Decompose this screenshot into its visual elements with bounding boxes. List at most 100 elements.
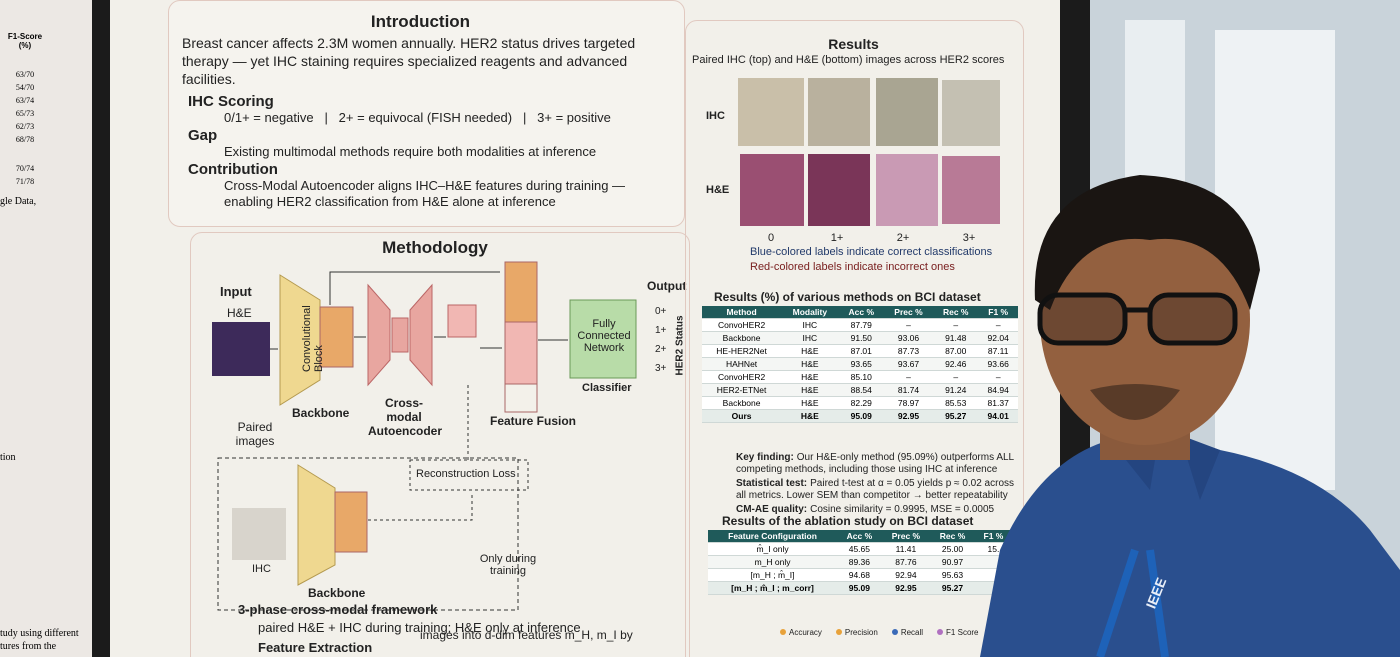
conv-block (279, 274, 321, 406)
row: ConvoHER2 H&E 85.10– – – (702, 370, 1018, 384)
he-image (212, 322, 270, 376)
left-cells: 63/70 54/70 63/74 65/73 62/73 68/78 70/74 71/78 (4, 68, 46, 188)
latent (391, 317, 409, 353)
cell: [m_H ; m̂_I] (708, 568, 838, 582)
method-diagram (212, 261, 637, 611)
finding-text: Cosine similarity = 0.9995, MSE = 0.0005 (810, 504, 995, 515)
cell: m_H only (708, 555, 838, 569)
header-cell: Modality (781, 306, 839, 319)
header-cell: Feature Configuration (708, 530, 838, 543)
header-row: Feature Configuration Acc % Prec % Rec % F1 … (708, 530, 1012, 543)
scores: 0 1+ 2+ 3+ (738, 232, 1003, 244)
cell: 82.29 (838, 396, 884, 410)
finding: Key finding: Our H&E-only method (95.09%)… (736, 452, 1016, 476)
cell: HE-HER2Net (702, 344, 782, 358)
cell: H&E (781, 383, 839, 397)
hair (1034, 175, 1260, 310)
cell: 84.94 (978, 383, 1018, 397)
row: [m_H ; m̂_I] 94.68 92.94 95.63 (708, 568, 1012, 582)
intro-items: IHC Scoring 0/1+ = negative | 2+ = equivo… (188, 92, 668, 210)
legend-label: F1 Score (946, 628, 979, 637)
mh-block (319, 306, 354, 368)
intro-title: Introduction (370, 12, 471, 31)
legend-swatch (835, 629, 842, 635)
header-cell: Prec % (883, 306, 934, 319)
image (808, 78, 870, 146)
label: images into d-dim features m_H, m_I by (420, 628, 633, 642)
cell: [m_H ; m̂_I ; m_corr] (708, 581, 838, 595)
item-heading: IHC Scoring (188, 93, 274, 110)
cell: ConvoHER2 (702, 370, 782, 384)
cell: 87.76 (881, 555, 931, 569)
cell: 89.36 (837, 555, 882, 569)
cell: 87.73 (883, 344, 934, 358)
arrow (368, 492, 473, 521)
header-cell: Method (702, 306, 782, 319)
image (942, 80, 1000, 146)
lanyard (1096, 548, 1169, 657)
cell: 93.06 (883, 331, 934, 345)
cell: 94.68 (837, 568, 882, 582)
cell: 95.27 (930, 581, 975, 595)
fusion-mi (504, 321, 538, 385)
left-cell: 65/73 (15, 109, 35, 118)
cell: 85.53 (933, 396, 979, 410)
beard (1090, 384, 1180, 420)
label: Backbone (308, 586, 366, 600)
finding-text: Paired t-test at α = 0.05 yields p ≈ 0.0… (736, 478, 1015, 501)
row: HER2-ETNet H&E 88.54 81.74 91.24 84.94 (702, 383, 1018, 397)
left-poster (0, 0, 92, 657)
cell: H&E (781, 357, 839, 371)
row-label: IHC (706, 110, 725, 122)
output: 1+ (655, 325, 667, 336)
cell: H&E (781, 409, 839, 423)
left-cell: 54/70 (15, 83, 35, 92)
left-cell: 62/73 (15, 122, 35, 131)
legend-item: Accuracy (780, 628, 822, 637)
cell: 81.74 (883, 383, 934, 397)
header-cell: Acc % (837, 530, 882, 543)
label: 3-phase cross-modal framework (238, 602, 438, 617)
cell: 92.46 (933, 357, 979, 371)
cell: 93.67 (883, 357, 934, 371)
legend-swatch (780, 629, 786, 635)
header-cell: Rec % (933, 306, 979, 319)
header-cell: Rec % (930, 530, 975, 543)
mi-block (447, 304, 477, 338)
image (740, 154, 804, 226)
image (738, 78, 804, 146)
legend-label: Precision (844, 628, 878, 637)
label: paired H&E + IHC during training; H&E on… (258, 620, 581, 635)
score: 3+ (962, 232, 976, 244)
row: m_H only 89.36 87.76 90.97 (708, 555, 1012, 569)
item-text: Existing multimodal methods require both… (224, 144, 597, 159)
cell: m̂_I only (708, 542, 838, 556)
note: Red-colored labels indicate incorrect on… (750, 261, 955, 273)
cell: 92.95 (883, 409, 934, 423)
cell: – (883, 318, 934, 332)
cell: 93.66 (978, 357, 1018, 371)
image (876, 154, 938, 226)
item-text: 0/1+ = negative | 2+ = equivocal (FISH n… (224, 110, 611, 125)
cell: 87.11 (978, 344, 1018, 358)
image (876, 78, 938, 146)
cell: 95.27 (933, 409, 979, 423)
glasses (1037, 292, 1128, 346)
score: 0 (767, 232, 775, 244)
row-label: H&E (706, 184, 730, 196)
label: Output (647, 279, 687, 293)
label: Only during training (479, 553, 537, 577)
finding-label: Statistical test: (736, 478, 808, 489)
legend-item: Precision (835, 628, 878, 637)
finding: CM-AE quality: Cosine similarity = 0.9995… (736, 504, 1016, 516)
label: HER2 Status (674, 315, 686, 376)
image (808, 154, 870, 226)
cell: IHC (781, 331, 839, 345)
legend-swatch (891, 629, 898, 635)
cell: H&E (781, 396, 839, 410)
cell: 94.01 (978, 409, 1018, 423)
header-cell: F1 % (974, 530, 1012, 543)
mi-block (334, 491, 368, 553)
label: Convolutional Block (301, 305, 325, 372)
intro-text: Breast cancer affects 2.3M women annuall… (182, 35, 636, 87)
